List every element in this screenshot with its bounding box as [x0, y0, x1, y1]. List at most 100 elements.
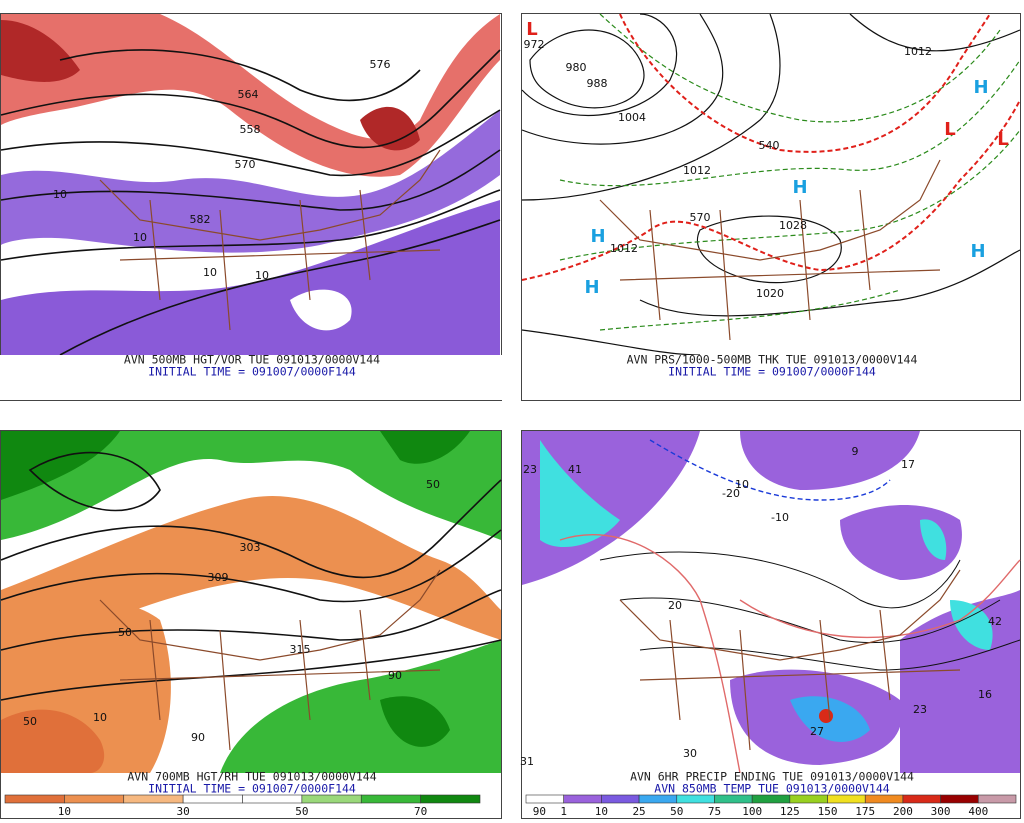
initial-time: INITIAL TIME = 091007/0000F144 [668, 365, 876, 379]
panel-caption: AVN 700MB HGT/RH TUE 091013/0000V144 [127, 770, 376, 784]
colorbar-swatch [4, 794, 65, 804]
map-label: 50 [426, 478, 440, 491]
map-label: -10 [771, 511, 789, 524]
map-500mb [0, 14, 501, 356]
colorbar-swatch [638, 794, 678, 804]
map-label: 570 [235, 158, 256, 171]
colorbar-swatch [714, 794, 753, 804]
map-label: 9 [852, 445, 859, 458]
caption-area [0, 355, 502, 400]
colorbar-label: 300 [931, 805, 951, 818]
colorbar-swatch [563, 794, 602, 804]
map-label: 1020 [756, 287, 784, 300]
map-precip [522, 431, 1021, 774]
map-label: 1012 [610, 242, 638, 255]
colorbar-swatch [601, 794, 640, 804]
colorbar-swatch [902, 794, 941, 804]
map-label: 23 [523, 463, 537, 476]
map-label: 980 [566, 61, 587, 74]
map-label: 570 [690, 211, 711, 224]
colorbar-swatch [864, 794, 904, 804]
panel-frame [521, 13, 1021, 401]
map-label: 1028 [779, 219, 807, 232]
map-label: 17 [901, 458, 915, 471]
colorbar-label: 75 [708, 805, 721, 818]
colorbar-label: 150 [818, 805, 838, 818]
map-pressure [521, 13, 1021, 356]
panel-caption: AVN PRS/1000-500MB THK TUE 091013/0000V1… [627, 353, 918, 367]
map-label: H [590, 226, 605, 247]
map-700mb [0, 431, 502, 773]
colorbar-swatch [420, 794, 481, 804]
map-label: 10 [255, 269, 269, 282]
map-label: 582 [190, 213, 211, 226]
map-label: 1004 [618, 111, 646, 124]
map-label: 50 [118, 626, 132, 639]
map-label: 988 [587, 77, 608, 90]
colorbar-swatch [64, 794, 125, 804]
colorbar-swatch [751, 794, 791, 804]
initial-time: AVN 850MB TEMP TUE 091013/0000V144 [654, 782, 889, 796]
colorbar-label: 1 [560, 805, 567, 818]
map-label: -20 [722, 487, 740, 500]
colorbar-swatch [940, 794, 979, 804]
colorbar-label: 100 [742, 805, 762, 818]
colorbar-swatch [360, 794, 421, 804]
map-label: 10 [53, 188, 67, 201]
colorbar-label: 50 [295, 805, 308, 818]
map-label: 315 [290, 643, 311, 656]
colorbar-label: 50 [670, 805, 683, 818]
map-label: 31 [520, 755, 534, 768]
map-label: 972 [524, 38, 545, 51]
map-label: 23 [913, 703, 927, 716]
caption-area [522, 355, 1020, 400]
map-label: 42 [988, 615, 1002, 628]
map-label: 10 [203, 266, 217, 279]
colorbar-swatch [525, 794, 564, 804]
map-label: H [584, 277, 599, 298]
map-label: 558 [240, 123, 261, 136]
map-label: 1012 [683, 164, 711, 177]
map-label: 576 [370, 58, 391, 71]
map-label: L [526, 19, 537, 40]
panel-caption: AVN 6HR PRECIP ENDING TUE 091013/0000V14… [630, 770, 914, 784]
colorbar-label: 175 [855, 805, 875, 818]
colorbar-label: 10 [58, 805, 71, 818]
map-label: 309 [208, 571, 229, 584]
map-label: 50 [23, 715, 37, 728]
colorbar-label: 10 [595, 805, 608, 818]
colorbar-label: 70 [414, 805, 427, 818]
panel-caption: AVN 500MB HGT/VOR TUE 091013/0000V144 [124, 353, 380, 367]
map-label: H [792, 177, 807, 198]
colorbar-swatch [182, 794, 243, 804]
colorbar-swatch [242, 794, 303, 804]
map-label: 90 [388, 669, 402, 682]
map-label: 90 [191, 731, 205, 744]
colorbar-label: 30 [177, 805, 190, 818]
map-label: 564 [238, 88, 259, 101]
colorbar-swatch [676, 794, 715, 804]
map-label: 16 [978, 688, 992, 701]
map-label: 540 [759, 139, 780, 152]
map-label: 10 [735, 478, 749, 491]
colorbar-swatch [978, 794, 1017, 804]
initial-time: INITIAL TIME = 091007/0000F144 [148, 365, 356, 379]
colorbar-label: 90 [533, 805, 546, 818]
colorbar-swatch [789, 794, 828, 804]
colorbar-label: 400 [968, 805, 988, 818]
labels: AVN 500MB HGT/VOR TUE 091013/0000V144INI… [4, 19, 1017, 818]
initial-time: INITIAL TIME = 091007/0000F144 [148, 782, 356, 796]
map-label: L [944, 119, 955, 140]
colorbar-label: 125 [780, 805, 800, 818]
map-label: H [970, 241, 985, 262]
colorbar-label: 25 [632, 805, 645, 818]
colorbar-swatch [123, 794, 184, 804]
map-label: 41 [568, 463, 582, 476]
colorbar-label: 200 [893, 805, 913, 818]
map-label: 27 [810, 725, 824, 738]
colorbar-swatch [301, 794, 362, 804]
map-label: H [973, 77, 988, 98]
map-label: 30 [683, 747, 697, 760]
